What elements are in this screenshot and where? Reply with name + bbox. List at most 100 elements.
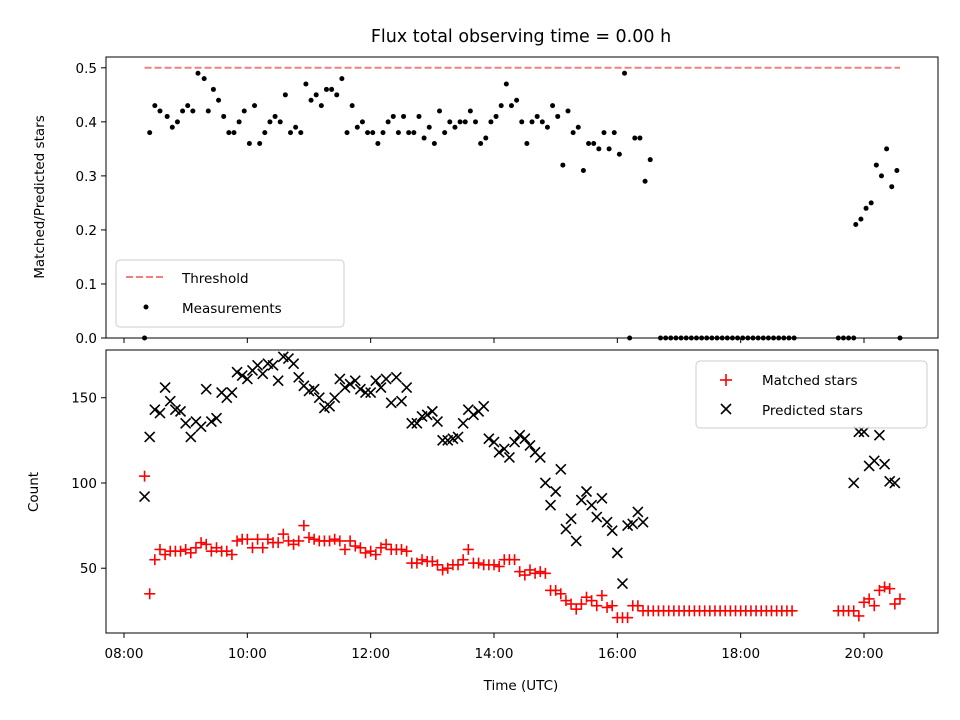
predicted-point [385,397,397,409]
x-tick-label: 14:00 [475,646,514,662]
matched-point [354,542,366,554]
counts-legend: Matched stars Predicted stars [695,360,928,429]
measurement-point [539,119,545,125]
predicted-point [267,359,279,371]
predicted-point [149,404,161,416]
predicted-point [375,381,387,394]
measurement-point [873,162,879,168]
matched-point [360,547,372,559]
matched-point [149,554,161,566]
matched-point [848,605,860,617]
matched-point [591,600,603,612]
predicted-point [138,491,151,503]
predicted-point [185,431,197,443]
measurement-point [344,130,350,136]
matched-point [277,528,289,540]
measurement-point [164,113,170,119]
measurement-point [555,113,561,119]
predicted-point [519,433,531,445]
predicted-point [503,451,515,463]
predicted-point [868,455,880,467]
measurement-point [190,108,196,114]
ratio-legend: Threshold Measurements [115,259,345,328]
measurement-point [375,140,381,146]
predicted-point [210,412,223,424]
measurement-point [406,130,412,136]
measurement-point [478,140,484,146]
predicted-point [288,358,300,370]
predicted-point [164,395,176,407]
measurement-point [596,146,602,152]
measurement-point [431,140,437,146]
matched-point [863,593,875,605]
predicted-point [514,429,526,441]
matched-point [344,535,356,547]
predicted-point [180,417,192,429]
ratio-plot-area [142,66,903,341]
predicted-point [313,392,325,404]
measurement-point [586,140,592,146]
measurement-point [575,124,581,130]
measurement-point [205,108,211,114]
predicted-point [637,516,649,528]
matched-point [293,535,305,547]
matched-point [575,598,587,610]
matched-point [370,549,382,561]
measurement-point [334,92,340,98]
chart-title: Flux total observing time = 0.00 h [371,27,671,47]
measurement-point [303,81,309,87]
measurement-point [519,119,525,125]
counts-y-axis-label: Count [26,472,42,512]
predicted-point [457,417,469,429]
predicted-legend-swatch [720,403,732,415]
predicted-point [508,436,521,448]
matched-point [231,535,243,547]
predicted-point [478,400,490,412]
measurement-point [601,130,607,136]
measurement-point [570,130,576,136]
measurement-point [349,103,355,109]
predicted-point [339,381,351,394]
measurement-point [889,184,895,190]
counts-plot-area [138,351,906,624]
measurement-point [354,124,360,130]
measurement-point [395,130,401,136]
predicted-point [334,373,346,385]
y-tick-label: 0.5 [76,61,97,77]
matched-point [596,589,608,601]
measurement-point [580,167,586,173]
predicted-point [308,383,320,395]
x-tick-label: 12:00 [351,646,390,662]
matched-legend-label: Matched stars [762,373,858,389]
matched-stars-series [139,470,906,624]
matched-point [894,593,906,605]
measurement-point [442,130,448,136]
measurement-point [201,76,207,82]
measurement-point [252,103,258,109]
predicted-point [421,409,433,421]
counts-legend-box [695,360,928,429]
measurement-point [401,113,407,119]
predicted-point [524,439,536,452]
predicted-stars-series [138,351,901,590]
matched-point [308,533,320,545]
y-tick-label: 0.1 [76,277,97,293]
matched-point [195,537,207,549]
matched-point [889,598,901,610]
predicted-point [370,375,382,387]
ratio-panel: 0.0 0.1 0.2 0.3 0.4 0.5 Matched/Predicted sta… [32,56,939,347]
predicted-point [395,395,408,407]
matched-point [586,595,598,607]
predicted-point [560,523,572,535]
measurement-point [226,130,232,136]
measurement-point [863,205,869,211]
predicted-point [195,421,207,433]
predicted-point [873,429,885,441]
measurement-point [529,119,535,125]
matched-point [519,569,531,581]
matched-point [555,588,567,600]
predicted-point [329,392,341,404]
y-tick-label: 0.2 [76,223,97,239]
measurement-point [426,124,432,130]
measurement-point [514,97,520,103]
